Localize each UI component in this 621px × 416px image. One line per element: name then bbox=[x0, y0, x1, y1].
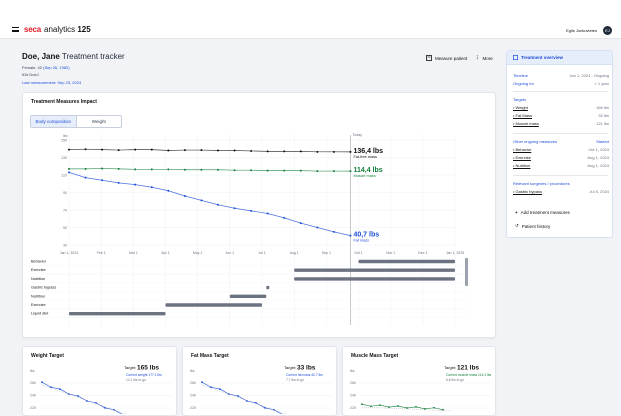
mini-axis-unit: lbs bbox=[350, 369, 355, 373]
mini-axis-unit: lbs bbox=[30, 369, 35, 373]
mini-data-point bbox=[379, 404, 381, 406]
procedures-heading: Relevant surgeries / procedures bbox=[513, 181, 609, 186]
mini-data-point bbox=[219, 388, 221, 390]
target-label: Target: bbox=[124, 365, 136, 370]
divider bbox=[513, 91, 608, 92]
mini-axis-tick: 220 bbox=[350, 406, 356, 410]
mini-axis-tick: 260 bbox=[30, 381, 36, 385]
mini-axis-tick: 240 bbox=[190, 394, 196, 398]
patient-history-button[interactable]: ↺Patient history bbox=[515, 223, 550, 229]
target-value: 165 lbs bbox=[137, 365, 159, 372]
mini-trend-line bbox=[202, 385, 292, 414]
mini-data-point bbox=[388, 406, 390, 408]
mini-series-line bbox=[42, 382, 123, 414]
mini-data-point bbox=[406, 407, 408, 409]
mini-axis-tick: 240 bbox=[350, 394, 356, 398]
target-value: 121 lbs bbox=[457, 365, 479, 372]
target-current: Current muscle mass 114,4 lbs bbox=[446, 373, 492, 377]
mini-axis-tick: 260 bbox=[350, 381, 356, 385]
target-value: 33 lbs bbox=[297, 365, 316, 372]
target-remaining: 7,7 lbs to go bbox=[286, 378, 304, 382]
mini-series-line bbox=[202, 382, 283, 414]
history-icon: ↺ bbox=[515, 223, 519, 229]
target-remaining: 12,1 lbs to go bbox=[126, 378, 146, 382]
mini-data-point bbox=[77, 395, 79, 397]
mini-data-point bbox=[41, 381, 43, 383]
divider bbox=[513, 175, 608, 176]
overview-icon bbox=[513, 55, 518, 60]
mini-data-point bbox=[361, 403, 363, 405]
mini-axis-tick: 260 bbox=[190, 381, 196, 385]
divider bbox=[513, 133, 608, 134]
mini-data-point bbox=[424, 408, 426, 410]
mini-data-point bbox=[415, 406, 417, 408]
mini-axis-unit: lbs bbox=[190, 369, 195, 373]
target-label: Target: bbox=[444, 365, 456, 370]
target-label: Target: bbox=[284, 365, 296, 370]
plus-icon: + bbox=[515, 210, 518, 215]
mini-axis-tick: 240 bbox=[30, 394, 36, 398]
mini-data-point bbox=[433, 407, 435, 409]
mini-data-point bbox=[104, 407, 106, 409]
mini-trend-line bbox=[42, 385, 132, 414]
mini-data-point bbox=[264, 407, 266, 409]
targets-heading: Targets bbox=[513, 97, 609, 102]
add-treatment-measures-button[interactable]: +Add treatment measures bbox=[515, 210, 570, 215]
mini-axis-tick: 220 bbox=[190, 406, 196, 410]
mini-data-point bbox=[397, 405, 399, 407]
target-remaining: 6,6 lbs to go bbox=[446, 378, 464, 382]
mini-data-point bbox=[59, 388, 61, 390]
target-current: Current weight 177,1 lbs bbox=[126, 373, 162, 377]
target-current: Current fat mass 40,7 lbs bbox=[286, 373, 323, 377]
mini-data-point bbox=[370, 405, 372, 407]
treatment-overview-header: Treatment overview bbox=[507, 51, 612, 65]
mini-data-point bbox=[237, 395, 239, 397]
mini-data-point bbox=[201, 381, 203, 383]
mini-axis-tick: 220 bbox=[30, 406, 36, 410]
ongoing-row: Ongoing for< 1 year bbox=[513, 81, 609, 86]
